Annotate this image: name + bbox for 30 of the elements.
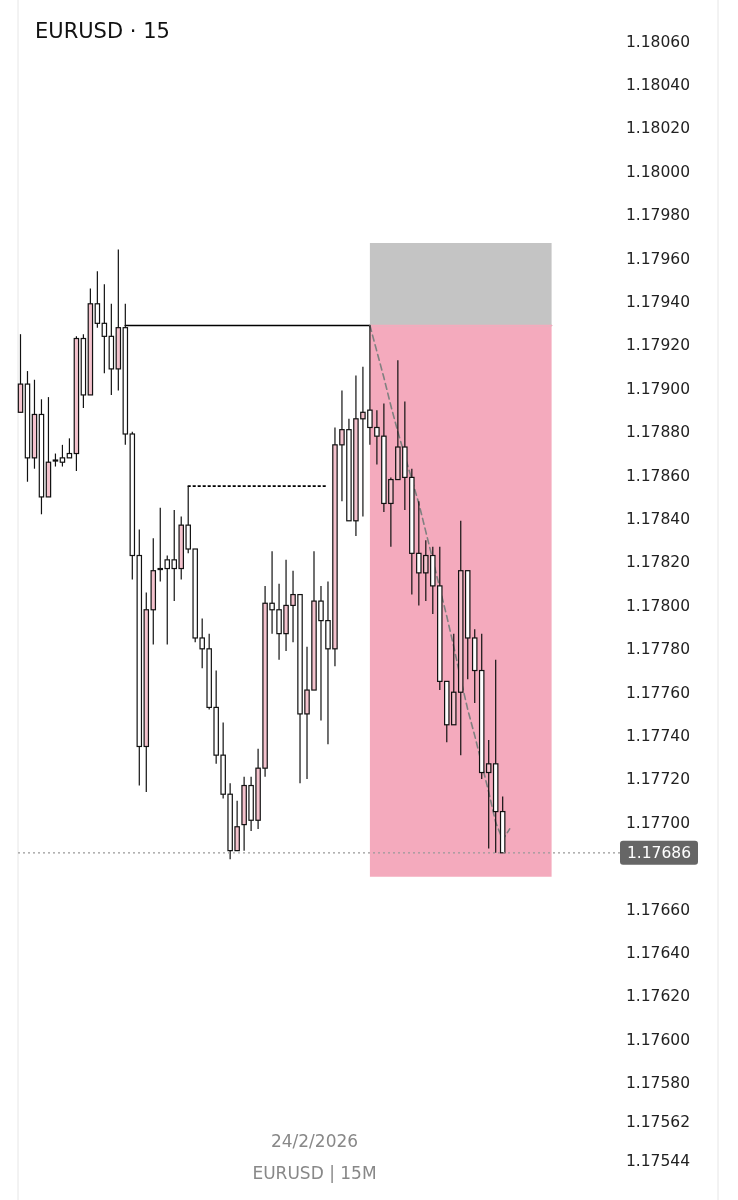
y-tick-label: 1.18020 — [625, 119, 690, 138]
annotation: EURUSD | 15M — [252, 1163, 377, 1183]
y-tick-label: 1.17580 — [625, 1074, 690, 1093]
y-tick-label: 1.17840 — [625, 510, 690, 529]
y-tick-label: 1.17720 — [625, 770, 690, 789]
y-tick-label: 1.17960 — [625, 249, 690, 268]
y-tick-label: 1.17780 — [625, 640, 690, 659]
y-tick-label: 1.17640 — [625, 944, 690, 963]
text: EURUSD · 15 — [35, 19, 170, 43]
y-tick-label: 1.17620 — [625, 987, 690, 1006]
y-tick-label: 1.18040 — [625, 76, 690, 95]
y-tick-label: 1.17544 — [625, 1152, 690, 1171]
y-tick-label: 1.17562 — [625, 1113, 690, 1132]
y-tick-label: 1.17800 — [625, 596, 690, 615]
y-tick-label: 1.17820 — [625, 553, 690, 572]
ref-line-label: 1.17686 — [626, 844, 692, 863]
y-tick-label: 1.17880 — [625, 423, 690, 442]
y-tick-label: 1.17980 — [625, 206, 690, 225]
y-tick-label: 1.17700 — [625, 813, 690, 832]
y-tick-label: 1.18060 — [625, 32, 690, 51]
y-tick-label: 1.17740 — [625, 727, 690, 746]
y-tick-label: 1.17660 — [625, 900, 690, 919]
y-tick-label: 1.17900 — [625, 379, 690, 398]
y-tick-label: 1.17940 — [625, 293, 690, 312]
y-tick-label: 1.17920 — [625, 336, 690, 355]
y-tick-label: 1.18000 — [625, 162, 690, 181]
y-tick-label: 1.17760 — [625, 683, 690, 702]
y-tick-label: 1.17600 — [625, 1030, 690, 1049]
annotation: 24/2/2026 — [270, 1131, 359, 1151]
y-tick-label: 1.17860 — [625, 466, 690, 485]
